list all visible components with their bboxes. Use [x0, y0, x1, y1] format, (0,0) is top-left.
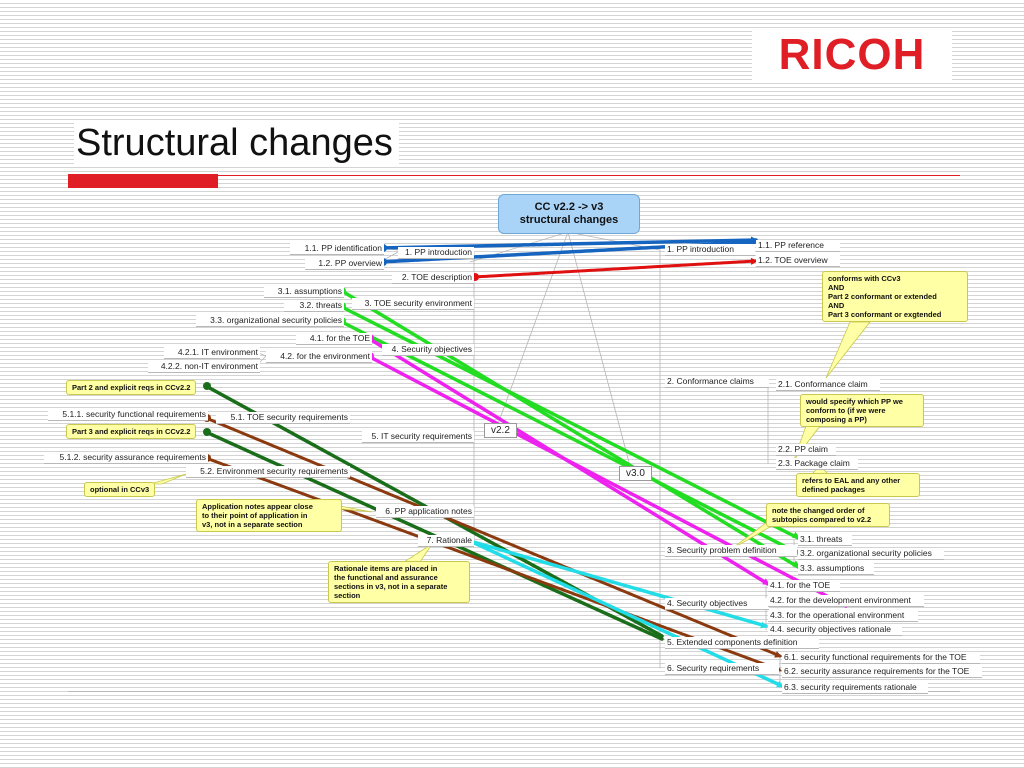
mapping-line-brown-sar: [204, 456, 782, 672]
note-conforms-with-ccv3: conforms with CCv3 AND Part 2 conformant…: [822, 271, 968, 322]
note-part2-explicit: Part 2 and explicit reqs in CCv2.2: [66, 380, 197, 395]
mapping-line-brown-sfr: [204, 416, 782, 658]
mapping-line-blue-1-1: [378, 238, 758, 250]
right-branch-extended-components: 5. Extended components definition: [665, 637, 819, 649]
page-title: Structural changes: [74, 122, 399, 165]
note-rationale-placement: Rationale items are placed in the functi…: [328, 561, 470, 603]
right-leaf-4-2: 4.2. for the development environment: [768, 595, 924, 607]
right-leaf-3-2: 3.2. organizational security policies: [798, 548, 944, 560]
right-branch-security-problem-definition: 3. Security problem definition: [665, 545, 797, 557]
right-leaf-2-2: 2.2. PP claim: [776, 444, 836, 456]
left-leaf-3-1: 3.1. assumptions: [264, 286, 344, 298]
left-branch-it-security-requirements: 5. IT security requirements: [362, 431, 474, 443]
note-changed-order: note the changed order of subtopics comp…: [766, 503, 890, 527]
right-leaf-6-2: 6.2. security assurance requirements for…: [782, 666, 982, 678]
left-leaf-5-2: 5.2. Environment security requirements: [186, 466, 350, 478]
left-branch-toe-description: 2. TOE description: [392, 272, 474, 284]
version-v22-node: v2.2: [484, 423, 517, 438]
left-branch-pp-application-notes: 6. PP application notes: [376, 506, 474, 518]
right-branch-security-requirements: 6. Security requirements: [665, 663, 779, 675]
right-branch-pp-introduction: 1. PP introduction: [665, 244, 755, 256]
note-would-specify-pp: would specify which PP we conform to (if…: [800, 394, 924, 427]
mapping-line-cyan-rat-2: [468, 539, 784, 688]
endpoint-dot-darkgreen-2: [203, 428, 211, 436]
note-refers-to-eal: refers to EAL and any other defined pack…: [796, 473, 920, 497]
mapping-line-cyan-rat-1: [468, 539, 768, 628]
right-leaf-4-4: 4.4. security objectives rationale: [768, 624, 902, 636]
title-accent-bar: [68, 174, 218, 188]
left-leaf-4-2: 4.2. for the environment: [266, 351, 372, 363]
right-leaf-1-2: 1.2. TOE overview: [756, 255, 840, 267]
version-v30-node: v3.0: [619, 466, 652, 481]
right-leaf-6-3: 6.3. security requirements rationale: [782, 682, 928, 694]
arrowhead-red: [750, 257, 758, 265]
right-leaf-1-1: 1.1. PP reference: [756, 240, 840, 252]
right-leaf-4-1: 4.1. for the TOE: [768, 580, 840, 592]
central-node: CC v2.2 -> v3 structural changes: [498, 194, 640, 234]
footer-divider: [68, 691, 960, 692]
endpoint-dot-darkgreen-1: [203, 382, 211, 390]
right-branch-security-objectives: 4. Security objectives: [665, 598, 769, 610]
right-leaf-2-1: 2.1. Conformance claim: [776, 379, 880, 391]
left-branch-security-objectives: 4. Security objectives: [382, 344, 474, 356]
callout-tail-conforms: [825, 321, 871, 379]
note-part3-explicit: Part 3 and explicit reqs in CCv2.2: [66, 424, 197, 439]
title-underline: [218, 175, 960, 176]
left-leaf-5-1-1: 5.1.1. security functional requirements: [48, 409, 208, 421]
left-branch-pp-introduction: 1. PP introduction: [398, 247, 474, 259]
central-node-line-1: CC v2.2 -> v3: [534, 201, 604, 213]
left-leaf-4-2-2: 4.2.2. non-IT environment: [148, 361, 260, 373]
central-node-line-2: structural changes: [519, 214, 619, 226]
connector-center-v22: [497, 231, 569, 425]
left-leaf-5-1-2: 5.1.2. security assurance requirements: [44, 452, 208, 464]
connector-center-v30: [567, 231, 631, 467]
arrowhead-cyan-1: [760, 621, 768, 629]
mapping-line-red-toe: [472, 259, 758, 279]
left-leaf-1-2: 1.2. PP overview: [305, 258, 384, 270]
right-leaf-3-1: 3.1. threats: [798, 534, 852, 546]
arrowhead-brown-1: [774, 651, 782, 658]
left-branch-toe-security-environment: 3. TOE security environment: [352, 298, 474, 310]
right-leaf-2-3: 2.3. Package claim: [776, 458, 858, 470]
right-branch-conformance-claims: 2. Conformance claims: [665, 376, 769, 388]
left-leaf-4-2-1: 4.2.1. IT environment: [164, 347, 260, 359]
left-leaf-3-2: 3.2. threats: [284, 300, 344, 312]
right-leaf-3-3: 3.3. assumptions: [798, 563, 874, 575]
right-leaf-4-3: 4.3. for the operational environment: [768, 610, 918, 622]
left-leaf-1-1: 1.1. PP identification: [290, 243, 384, 255]
callout-tail-optional: [149, 473, 187, 485]
left-leaf-5-1: 5.1. TOE security requirements: [216, 412, 350, 424]
mapping-line-green-assumptions: [340, 289, 800, 569]
note-application-notes: Application notes appear close to their …: [196, 499, 342, 532]
mapping-line-magenta-env: [366, 354, 848, 608]
left-branch-rationale: 7. Rationale: [418, 535, 474, 547]
left-leaf-4-1: 4.1. for the TOE: [296, 333, 372, 345]
left-leaf-3-3: 3.3. organizational security policies: [196, 315, 344, 327]
mapping-line-green-osp: [338, 319, 800, 555]
ricoh-logo: RICOH: [752, 30, 952, 80]
note-optional-ccv3: optional in CCv3: [84, 482, 156, 497]
right-leaf-6-1: 6.1. security functional requirements fo…: [782, 652, 980, 664]
